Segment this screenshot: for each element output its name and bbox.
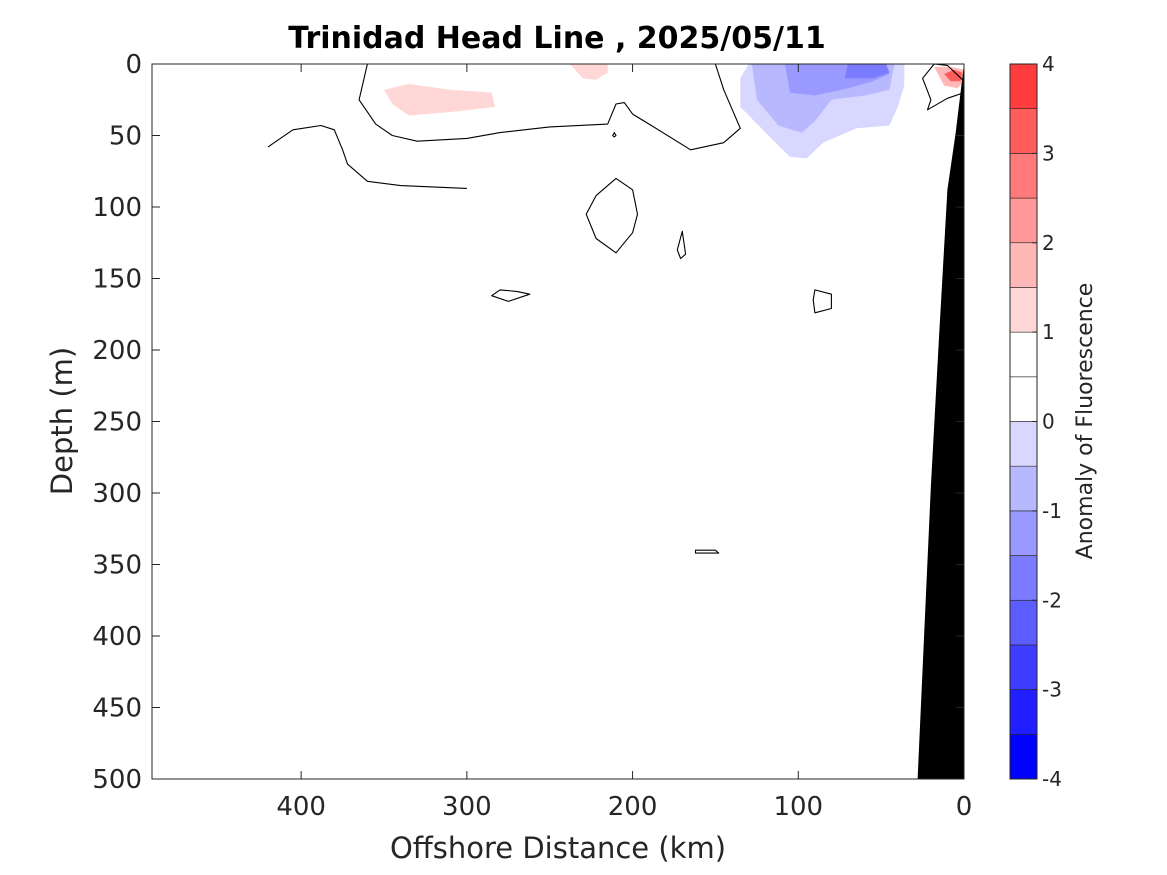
bathymetry [917,64,964,779]
positive-anomaly-patch-335km [384,84,495,116]
contour-blob-275km [491,289,531,302]
y-axis-ticks: 0 50 100 150 200 250 300 350 400 450 500 [92,50,964,795]
y-tick-label: 250 [92,408,142,438]
colorbar-tick-label: -1 [1042,499,1062,523]
contour-left-open [267,124,467,189]
colorbar-tick-label: 0 [1042,410,1055,434]
colorbar-tick-label: 4 [1042,52,1055,76]
colorbar-tick-label: 1 [1042,320,1055,344]
x-tick-label: 200 [608,792,658,822]
colorbar-swatch [1009,63,1038,109]
contour-blob-85km [812,289,832,314]
y-tick-label: 400 [92,622,142,652]
contour-dot-210km [612,132,617,138]
contour-lines [267,63,965,554]
positive-anomaly-nearshore-core [944,69,963,82]
negative-anomaly-core [844,64,890,79]
colorbar-swatch [1009,242,1038,288]
colorbar-swatch [1009,510,1038,556]
colorbar-swatch [1009,153,1038,199]
contour-blob-155km [694,549,720,554]
colorbar-swatch [1009,197,1038,244]
chart-title: Trinidad Head Line , 2025/05/11 [288,21,825,56]
colorbar-swatch [1009,644,1038,690]
colorbar-swatch [1009,599,1038,646]
colorbar: 4 3 2 1 0 -1 -2 -3 -4 [1009,52,1062,791]
colorbar-swatch [1009,555,1038,601]
x-tick-label: 400 [276,792,326,822]
colorbar-tick-label: 3 [1042,141,1055,165]
contour-sliver-170km [676,230,687,260]
colorbar-swatch [1009,465,1038,512]
colorbar-swatch [1009,689,1038,735]
x-axis-ticks: 400 300 200 100 0 [276,64,972,822]
y-tick-label: 150 [92,265,142,295]
seafloor [917,64,964,779]
y-tick-label: 200 [92,336,142,366]
y-tick-label: 350 [92,551,142,581]
y-tick-label: 300 [92,479,142,509]
y-tick-label: 0 [125,50,142,80]
colorbar-tick-label: -2 [1042,588,1062,612]
colorbar-tick-label: 2 [1042,231,1055,255]
y-tick-label: 450 [92,694,142,724]
plot-area [151,63,965,780]
x-tick-label: 0 [956,792,973,822]
plot-background [152,64,964,779]
colorbar-tick-label: -4 [1042,767,1062,791]
colorbar-swatch [1009,331,1038,378]
y-tick-label: 100 [92,193,142,223]
x-tick-label: 100 [773,792,823,822]
colorbar-tick-label: -3 [1042,678,1062,702]
y-tick-label: 50 [109,122,142,152]
y-axis-label: Depth (m) [45,347,79,495]
colorbar-swatch [1009,376,1038,422]
colorbar-swatch [1009,421,1038,467]
contour-blob-205km [585,177,639,254]
colorbar-swatch [1009,108,1038,154]
colorbar-swatch [1009,734,1038,780]
filled-regions [384,64,964,159]
contour-near-surface-band [358,63,741,151]
positive-anomaly-patch-230km [569,64,608,80]
colorbar-label: Anomaly of Fluorescence [1073,283,1098,560]
x-axis-label: Offshore Distance (km) [390,831,726,865]
contour-nearshore [922,63,965,111]
y-tick-label: 500 [92,765,142,795]
colorbar-swatch [1009,287,1038,333]
x-tick-label: 300 [442,792,492,822]
